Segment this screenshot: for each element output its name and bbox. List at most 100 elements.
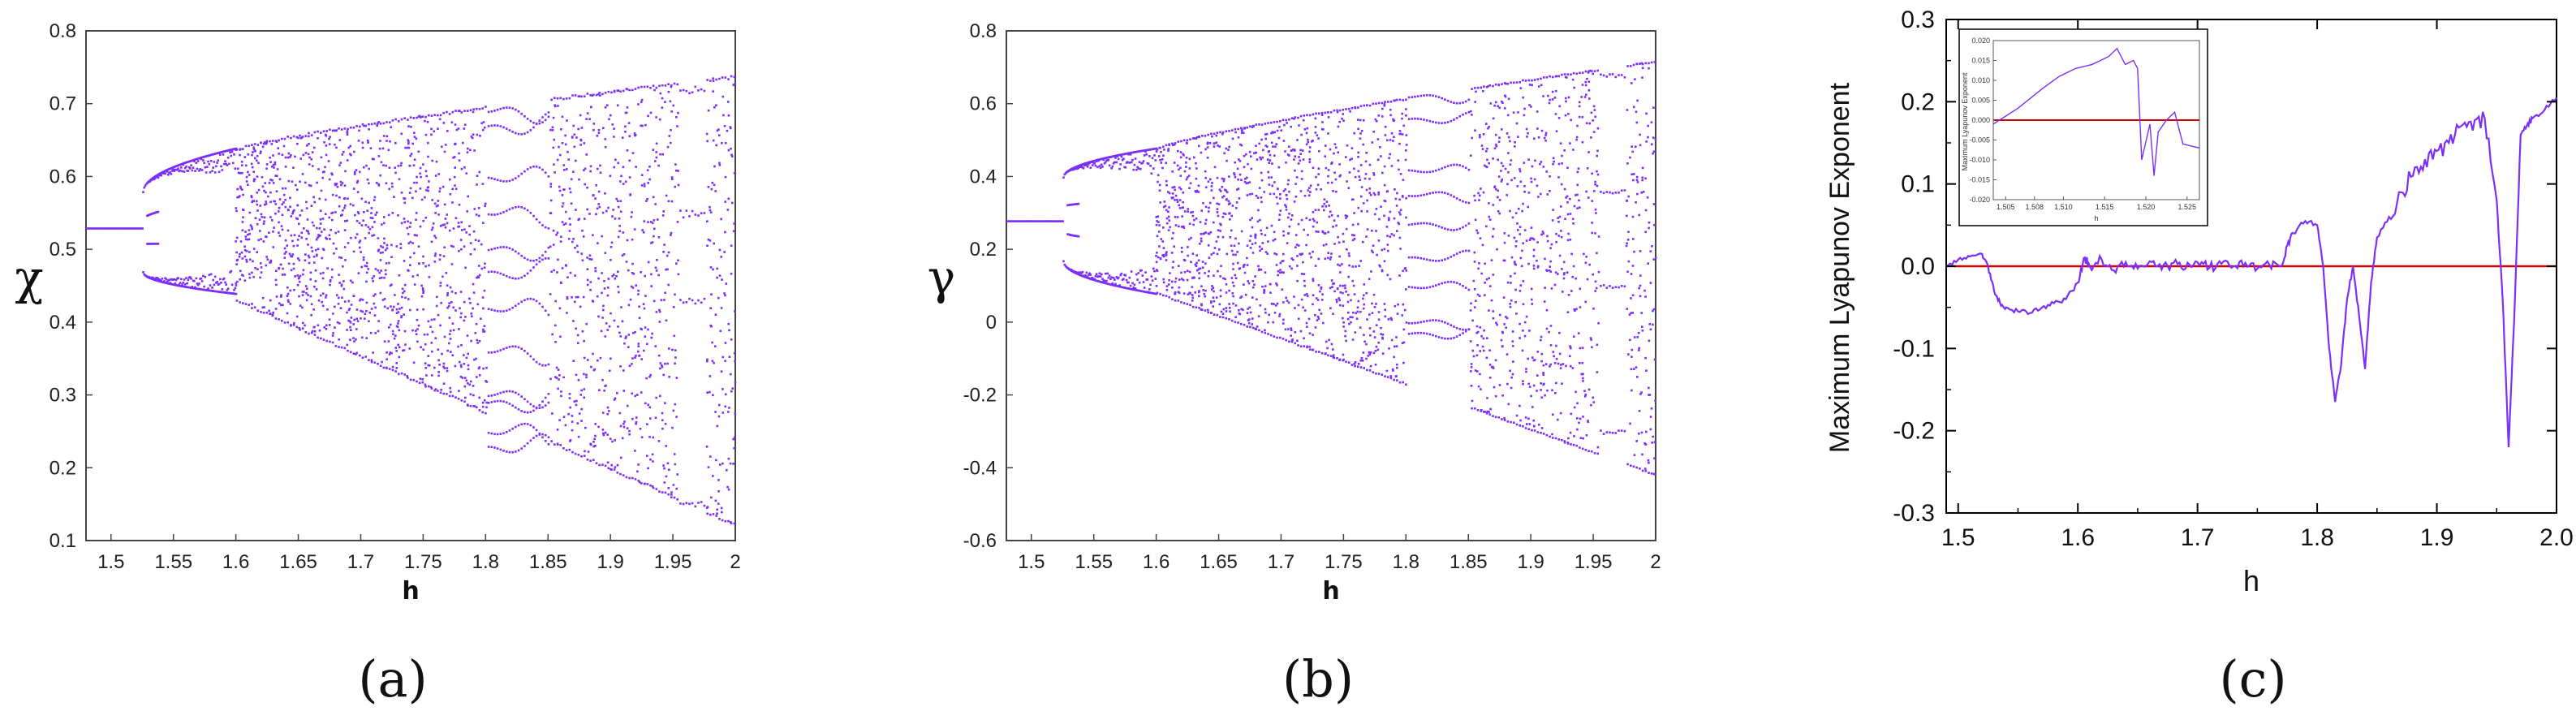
a-point-649 <box>274 212 277 215</box>
b-point-1675 <box>1386 376 1389 378</box>
a-point-2372 <box>614 218 617 220</box>
a-point-1617 <box>458 152 460 155</box>
a-point-2229 <box>586 283 589 287</box>
b-point-1210 <box>1299 114 1303 118</box>
a-point-1949 <box>529 439 532 442</box>
b-point-278 <box>1118 167 1121 170</box>
b-point-855 <box>1234 131 1237 134</box>
b-point-1763 <box>1405 149 1407 152</box>
a-point-2369 <box>613 399 616 401</box>
a-point-2460 <box>631 357 634 360</box>
b-point-131 <box>1081 270 1084 274</box>
a-point-1507 <box>435 205 438 208</box>
a-point-986 <box>338 127 340 130</box>
a-point-1709 <box>474 239 477 241</box>
b-point-1935 <box>1462 113 1464 116</box>
b-point-262 <box>1114 157 1117 159</box>
a-point-1091 <box>359 239 362 242</box>
a-point-436 <box>236 187 239 191</box>
b-point-1057 <box>1273 238 1277 241</box>
b-point-1333 <box>1325 205 1328 208</box>
a-point-1811 <box>496 213 499 216</box>
a-point-1925 <box>523 445 526 447</box>
a-point-1450 <box>424 115 427 119</box>
a-point-1482 <box>430 114 433 117</box>
b-point-751 <box>1216 208 1219 210</box>
a-point-2891 <box>730 522 733 524</box>
a-point-2866 <box>727 322 730 325</box>
a-point-1240 <box>384 269 387 272</box>
a-point-1982 <box>538 302 541 305</box>
a-point-1817 <box>496 447 499 450</box>
a-point-1431 <box>422 290 424 292</box>
a-point-2802 <box>716 267 718 270</box>
b-point-1544 <box>1361 360 1364 362</box>
b-point-1456 <box>1347 252 1350 255</box>
b-point-1048 <box>1269 159 1272 162</box>
a-point-2255 <box>592 123 596 125</box>
a-point-1020 <box>346 130 349 132</box>
a-point-1837 <box>502 274 505 276</box>
b-point-662 <box>1197 184 1200 187</box>
a-point-199 <box>178 283 181 286</box>
b-point-234 <box>1107 158 1110 162</box>
a-point-1289 <box>395 350 398 352</box>
b-point-1526 <box>1359 359 1363 362</box>
a-point-2827 <box>718 518 721 520</box>
a-point-1216 <box>383 305 386 308</box>
a-point-2527 <box>644 326 647 329</box>
a-point-754 <box>296 239 299 241</box>
a-point-1535 <box>442 185 445 188</box>
b-point-836 <box>1230 249 1234 252</box>
a-point-1639 <box>462 141 464 144</box>
a-point-1843 <box>502 390 505 394</box>
b-point-1248 <box>1308 150 1311 153</box>
b-point-1359 <box>1330 252 1333 255</box>
b-point-1409 <box>1338 241 1341 244</box>
a-point-287 <box>200 277 203 280</box>
a-point-1762 <box>483 399 486 402</box>
b-point-639 <box>1195 191 1198 193</box>
b-point-1220 <box>1303 194 1307 197</box>
a-point-971 <box>334 345 338 347</box>
b-point-920 <box>1246 256 1248 260</box>
panel-a-bifurcation-points <box>86 75 737 525</box>
a-point-1865 <box>508 450 511 454</box>
b-point-1240 <box>1307 234 1309 236</box>
a-point-2317 <box>605 322 608 325</box>
b-point-1190 <box>1297 304 1300 307</box>
a-point-2311 <box>601 463 604 466</box>
b-point-1955 <box>1467 201 1471 205</box>
a-point-2786 <box>712 475 714 477</box>
b-point-619 <box>1189 304 1191 306</box>
a-point-1832 <box>502 106 505 110</box>
b-point-713 <box>1206 142 1209 145</box>
a-point-1341 <box>407 146 411 149</box>
a-point-469 <box>241 171 243 175</box>
b-point-609 <box>1187 175 1191 177</box>
a-point-2409 <box>622 369 625 372</box>
b-point-1063 <box>1273 154 1276 157</box>
a-point-2354 <box>610 241 614 244</box>
a-point-1471 <box>431 226 434 229</box>
b-point-1068 <box>1275 304 1277 307</box>
b-point-1003 <box>1260 330 1264 334</box>
b-point-1815 <box>1419 321 1423 324</box>
a-point-1415 <box>417 150 420 153</box>
a-point-2343 <box>607 467 610 470</box>
b-point-1062 <box>1273 252 1276 255</box>
b-point-171 <box>1091 277 1094 279</box>
a-point-1063 <box>353 173 356 175</box>
a-point-792 <box>302 321 304 325</box>
a-point-2475 <box>634 356 636 359</box>
b-point-749 <box>1216 252 1219 256</box>
a-point-1801 <box>493 270 496 274</box>
a-point-818 <box>307 254 310 257</box>
a-point-2628 <box>661 365 664 368</box>
b-point-18 <box>1033 220 1036 222</box>
a-point-1158 <box>369 147 373 149</box>
a-point-1616 <box>457 222 460 224</box>
b-point-2030 <box>1482 90 1484 93</box>
b-point-508 <box>1171 170 1174 173</box>
a-point-2825 <box>717 415 721 418</box>
